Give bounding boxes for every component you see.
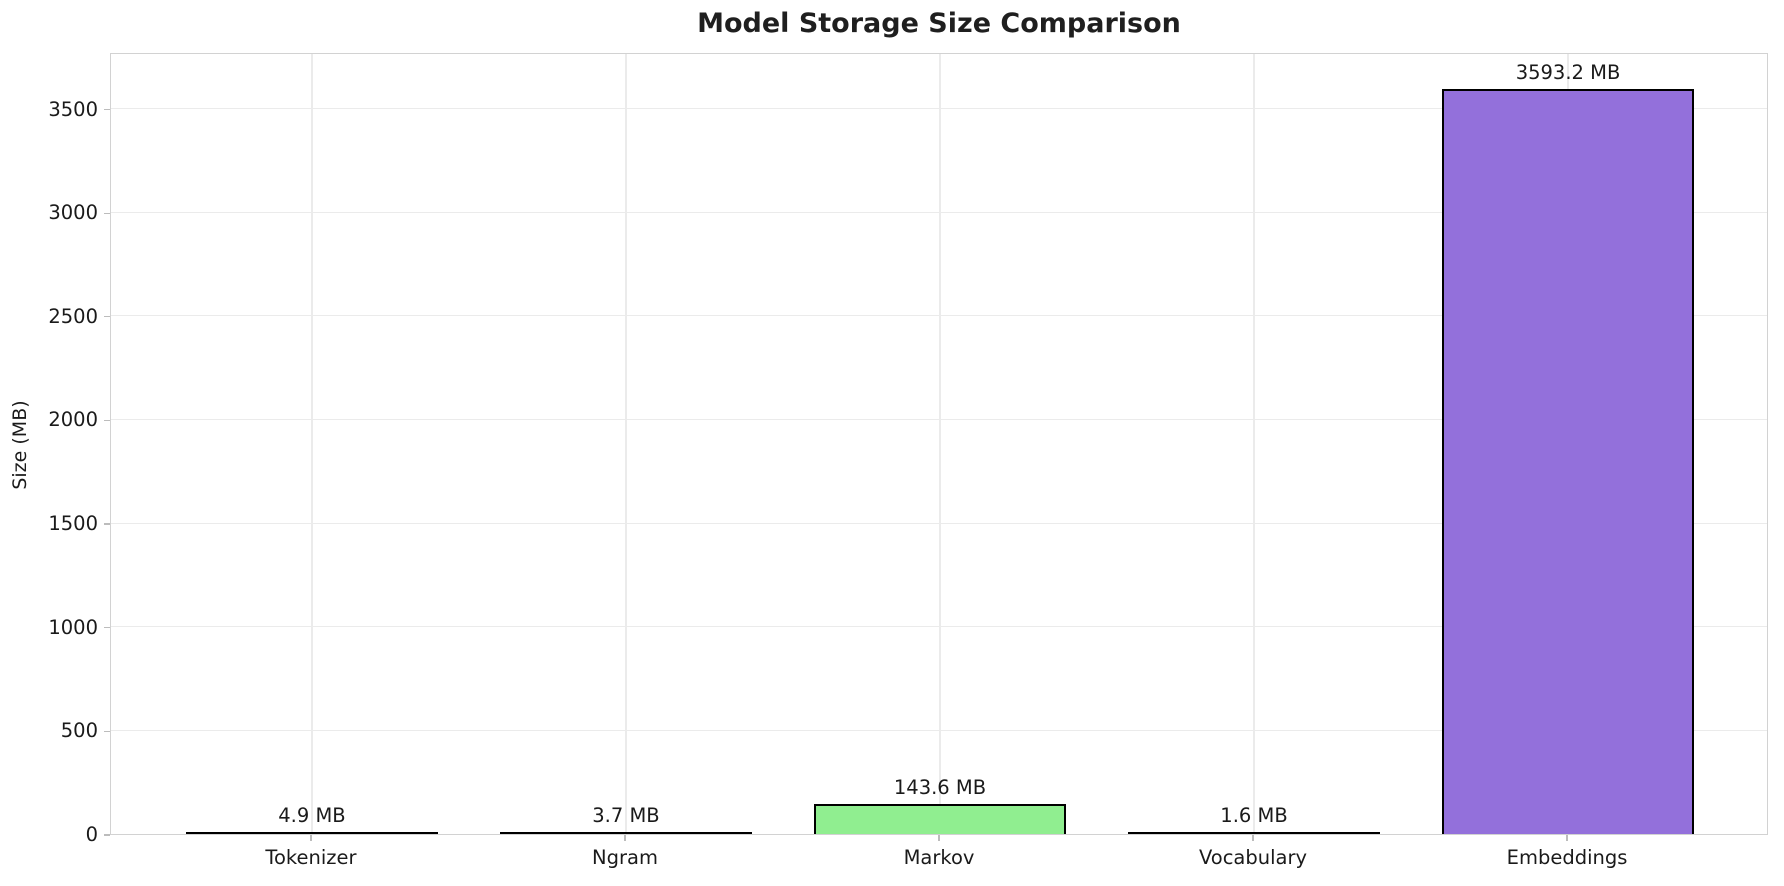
horizontal-gridline <box>111 418 1767 421</box>
bar-tokenizer <box>186 832 438 834</box>
y-tick-label: 2000 <box>48 408 98 432</box>
x-tick-mark <box>310 835 312 841</box>
bar-embeddings <box>1442 89 1694 834</box>
y-tick-label: 500 <box>60 719 98 743</box>
horizontal-gridline <box>111 729 1767 731</box>
plot-area: 4.9 MB 3.7 MB 143.6 MB 1.6 MB 3593.2 MB <box>110 53 1768 835</box>
chart-title: Model Storage Size Comparison <box>697 8 1181 39</box>
y-tick-mark <box>104 316 110 318</box>
y-tick-mark <box>104 523 110 525</box>
y-tick-label: 1500 <box>48 512 98 536</box>
y-tick-mark <box>104 108 110 111</box>
y-tick-mark <box>104 834 110 836</box>
bar-markov <box>814 804 1066 834</box>
x-tick-mark <box>1566 835 1568 841</box>
y-tick-mark <box>104 730 110 732</box>
bar-vocabulary <box>1128 832 1380 834</box>
vertical-gridline <box>625 54 627 834</box>
x-tick-mark <box>624 835 626 841</box>
y-tick-label: 3500 <box>48 97 98 121</box>
y-tick-mark <box>104 419 110 422</box>
vertical-gridline <box>1253 54 1255 834</box>
horizontal-gridline <box>111 626 1767 628</box>
x-tick-mark <box>1252 835 1254 841</box>
y-axis-label: Size (MB) <box>9 400 31 490</box>
horizontal-gridline <box>111 522 1767 524</box>
x-tick-label: Vocabulary <box>1198 846 1308 869</box>
y-tick-label: 0 <box>85 823 98 846</box>
bar-value-label: 3.7 MB <box>592 804 660 827</box>
x-tick-label: Ngram <box>592 846 658 869</box>
horizontal-gridline <box>111 211 1767 213</box>
vertical-gridline <box>939 54 941 834</box>
bar-ngram <box>500 832 752 834</box>
x-tick-label: Tokenizer <box>265 846 357 869</box>
x-tick-mark <box>938 835 940 841</box>
horizontal-gridline <box>111 315 1767 317</box>
vertical-gridline <box>311 54 313 834</box>
y-tick-label: 3000 <box>48 201 98 225</box>
bar-value-label: 1.6 MB <box>1220 804 1288 827</box>
bar-value-label: 3593.2 MB <box>1515 61 1621 85</box>
y-tick-label: 2500 <box>48 304 98 328</box>
x-tick-label: Embeddings <box>1506 846 1628 869</box>
y-tick-mark <box>104 627 110 629</box>
bar-value-label: 4.9 MB <box>278 804 346 827</box>
bar-value-label: 143.6 MB <box>893 776 987 800</box>
y-tick-mark <box>104 212 110 214</box>
x-tick-label: Markov <box>903 846 975 869</box>
horizontal-gridline <box>111 107 1767 110</box>
y-tick-label: 1000 <box>48 615 98 639</box>
